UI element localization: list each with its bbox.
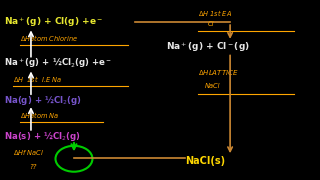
Text: NaCl: NaCl — [204, 83, 220, 89]
Text: $\Delta$H 1st EA: $\Delta$H 1st EA — [198, 8, 233, 18]
Text: Na$^+$(g) + Cl(g) +e$^-$: Na$^+$(g) + Cl(g) +e$^-$ — [4, 15, 103, 29]
Text: Na$^+$(g) + ½Cl$_2$(g) +e$^-$: Na$^+$(g) + ½Cl$_2$(g) +e$^-$ — [4, 56, 112, 70]
Text: Cl: Cl — [208, 21, 214, 27]
Text: $\Delta$Hatom Chlorine: $\Delta$Hatom Chlorine — [20, 33, 78, 43]
Text: Na$^+$(g) + Cl$^-$(g): Na$^+$(g) + Cl$^-$(g) — [166, 40, 250, 54]
Text: ??: ?? — [29, 164, 37, 170]
Text: $\Delta$HLATTICE: $\Delta$HLATTICE — [198, 68, 239, 77]
Text: Na(s) + ½Cl$_2$(g): Na(s) + ½Cl$_2$(g) — [4, 130, 81, 143]
Text: Na(g) + ½Cl$_2$(g): Na(g) + ½Cl$_2$(g) — [4, 94, 82, 107]
Text: $\Delta$H  1st  I.E Na: $\Delta$H 1st I.E Na — [13, 74, 63, 84]
Text: $\Delta$Hf NaCl: $\Delta$Hf NaCl — [13, 148, 45, 157]
Text: $\Delta$Hatom Na: $\Delta$Hatom Na — [20, 110, 59, 120]
Text: NaCl(s): NaCl(s) — [186, 156, 226, 166]
